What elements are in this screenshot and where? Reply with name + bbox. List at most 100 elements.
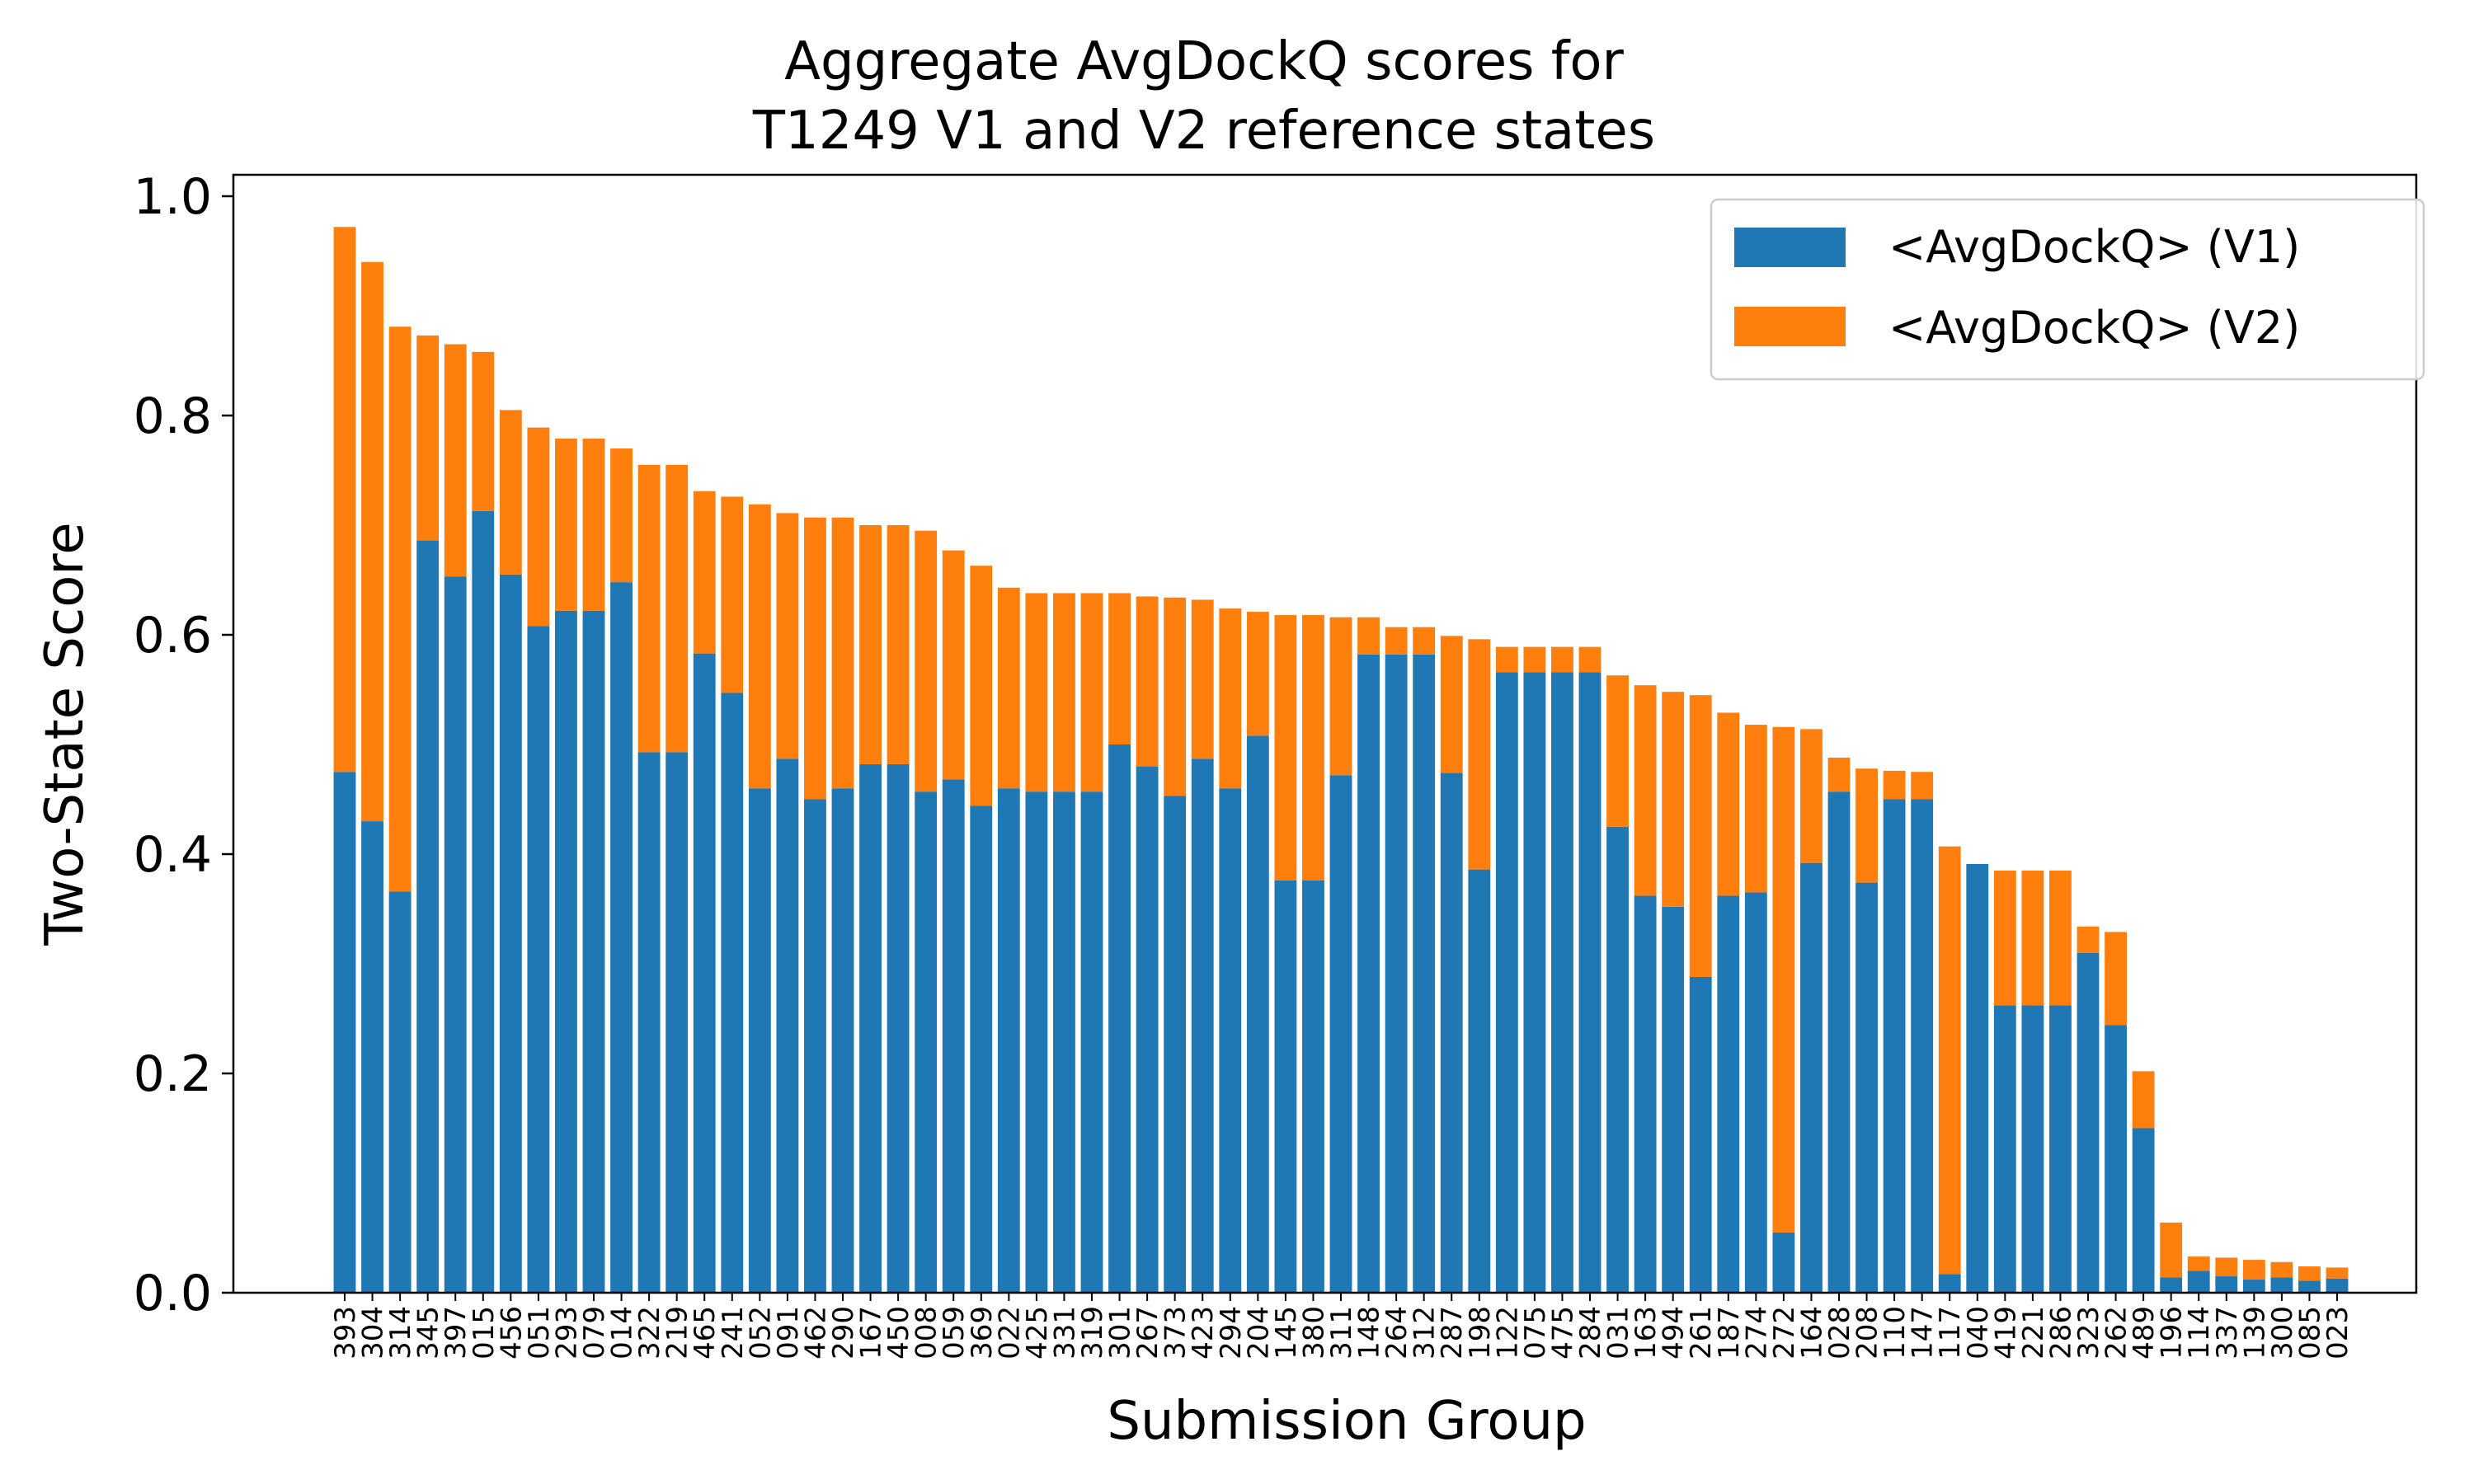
x-tick-label-167: 167 [855, 1306, 888, 1360]
bar-v2-293 [555, 438, 577, 611]
bar-v2-462 [804, 517, 826, 800]
bar-v1-075 [1523, 672, 1546, 1293]
bar-v1-085 [2298, 1280, 2321, 1293]
bar-v2-272 [1772, 726, 1795, 1233]
x-tick-label-241: 241 [717, 1306, 750, 1360]
bar-v1-345 [416, 540, 440, 1293]
bar-v1-114 [2187, 1270, 2210, 1293]
bar-v1-051 [527, 626, 550, 1293]
x-tick-label-264: 264 [1380, 1306, 1413, 1360]
bar-v1-241 [721, 693, 744, 1293]
x-tick-label-075: 075 [1519, 1306, 1552, 1360]
x-tick-label-085: 085 [2293, 1306, 2326, 1360]
bar-v2-290 [831, 517, 854, 789]
x-tick-label-369: 369 [966, 1306, 999, 1360]
x-tick-label-114: 114 [2183, 1306, 2216, 1360]
bar-v1-293 [555, 610, 577, 1293]
y-axis-label: Two-State Score [35, 522, 96, 946]
x-tick-label-301: 301 [1104, 1306, 1137, 1360]
bar-v2-284 [1578, 646, 1602, 673]
bar-v2-221 [2021, 870, 2044, 1006]
legend-swatch-v2 [1734, 307, 1846, 346]
bar-v2-187 [1717, 712, 1740, 896]
bar-v1-373 [1164, 796, 1187, 1293]
bar-v1-287 [1440, 773, 1463, 1293]
bar-v2-085 [2298, 1266, 2321, 1281]
bar-v1-014 [610, 582, 633, 1293]
x-tick-label-380: 380 [1297, 1306, 1330, 1360]
bar-v2-008 [915, 530, 938, 792]
bar-v1-167 [859, 763, 882, 1293]
x-tick-label-198: 198 [1464, 1306, 1497, 1360]
bar-v1-163 [1634, 895, 1657, 1293]
bar-v1-301 [1108, 744, 1131, 1293]
bar-v1-300 [2270, 1277, 2293, 1293]
bar-v2-219 [666, 464, 689, 753]
x-axis-label: Submission Group [1107, 1391, 1586, 1452]
bar-v2-139 [2242, 1260, 2265, 1280]
bar-v1-164 [1800, 862, 1823, 1293]
bar-v2-091 [776, 513, 799, 759]
bar-v1-331 [1053, 791, 1075, 1293]
x-tick-label-187: 187 [1713, 1306, 1746, 1360]
x-tick-label-059: 059 [938, 1306, 971, 1360]
legend-swatch-v1 [1734, 228, 1846, 267]
legend-label-v2: <AvgDockQ> (V2) [1888, 302, 2300, 354]
bar-v1-423 [1191, 758, 1214, 1293]
bar-v2-494 [1662, 692, 1685, 907]
bar-v1-261 [1689, 976, 1712, 1293]
bar-v2-322 [637, 464, 661, 753]
bar-v2-397 [444, 344, 467, 577]
x-tick-label-373: 373 [1159, 1306, 1192, 1360]
x-tick-label-014: 014 [606, 1306, 639, 1360]
bar-v2-241 [721, 496, 744, 693]
x-tick-label-079: 079 [578, 1306, 611, 1360]
bar-v2-450 [887, 525, 910, 764]
bar-v1-290 [831, 788, 854, 1293]
bar-v2-262 [2105, 932, 2127, 1026]
bar-v2-311 [1329, 617, 1352, 776]
x-tick-label-425: 425 [1021, 1306, 1054, 1360]
x-tick-label-267: 267 [1131, 1306, 1164, 1360]
y-tick-label: 0.0 [134, 1265, 212, 1322]
bar-v2-023 [2326, 1267, 2349, 1279]
bar-v1-284 [1578, 672, 1602, 1293]
bar-v1-122 [1495, 672, 1518, 1293]
bar-v2-319 [1080, 593, 1103, 792]
bar-v1-196 [2160, 1277, 2183, 1293]
bar-v1-450 [887, 763, 910, 1293]
bar-v2-419 [1993, 870, 2016, 1006]
bar-v2-075 [1523, 646, 1546, 673]
bar-v2-022 [997, 587, 1020, 789]
bar-v1-272 [1772, 1232, 1795, 1293]
bar-v1-110 [1883, 799, 1906, 1293]
bar-v2-373 [1164, 597, 1187, 796]
x-tick-label-040: 040 [1962, 1306, 1995, 1360]
bar-v2-393 [333, 227, 356, 773]
bar-v1-117 [1938, 1274, 1961, 1293]
bar-v1-286 [2049, 1005, 2072, 1293]
bar-v1-489 [2132, 1128, 2155, 1293]
bar-v2-274 [1744, 725, 1767, 893]
bar-v2-304 [361, 261, 383, 822]
x-tick-label-208: 208 [1851, 1306, 1884, 1360]
bar-v1-465 [693, 653, 716, 1293]
bar-v2-148 [1357, 617, 1380, 655]
bar-v2-164 [1800, 729, 1823, 863]
x-tick-label-331: 331 [1048, 1306, 1081, 1360]
x-tick-label-196: 196 [2156, 1306, 2189, 1360]
x-tick-label-287: 287 [1436, 1306, 1469, 1360]
x-tick-label-052: 052 [744, 1306, 777, 1360]
bar-v1-015 [472, 510, 495, 1293]
bar-v1-475 [1551, 672, 1573, 1293]
bar-v2-015 [472, 351, 495, 511]
x-tick-label-450: 450 [882, 1306, 915, 1360]
x-tick-label-286: 286 [2044, 1306, 2077, 1360]
bar-v1-204 [1246, 735, 1269, 1293]
bar-v1-059 [942, 779, 965, 1293]
bar-v1-221 [2021, 1005, 2044, 1293]
x-tick-label-022: 022 [993, 1306, 1026, 1360]
x-tick-label-456: 456 [495, 1306, 528, 1360]
bar-v2-208 [1856, 768, 1878, 883]
x-tick-label-312: 312 [1409, 1306, 1442, 1360]
